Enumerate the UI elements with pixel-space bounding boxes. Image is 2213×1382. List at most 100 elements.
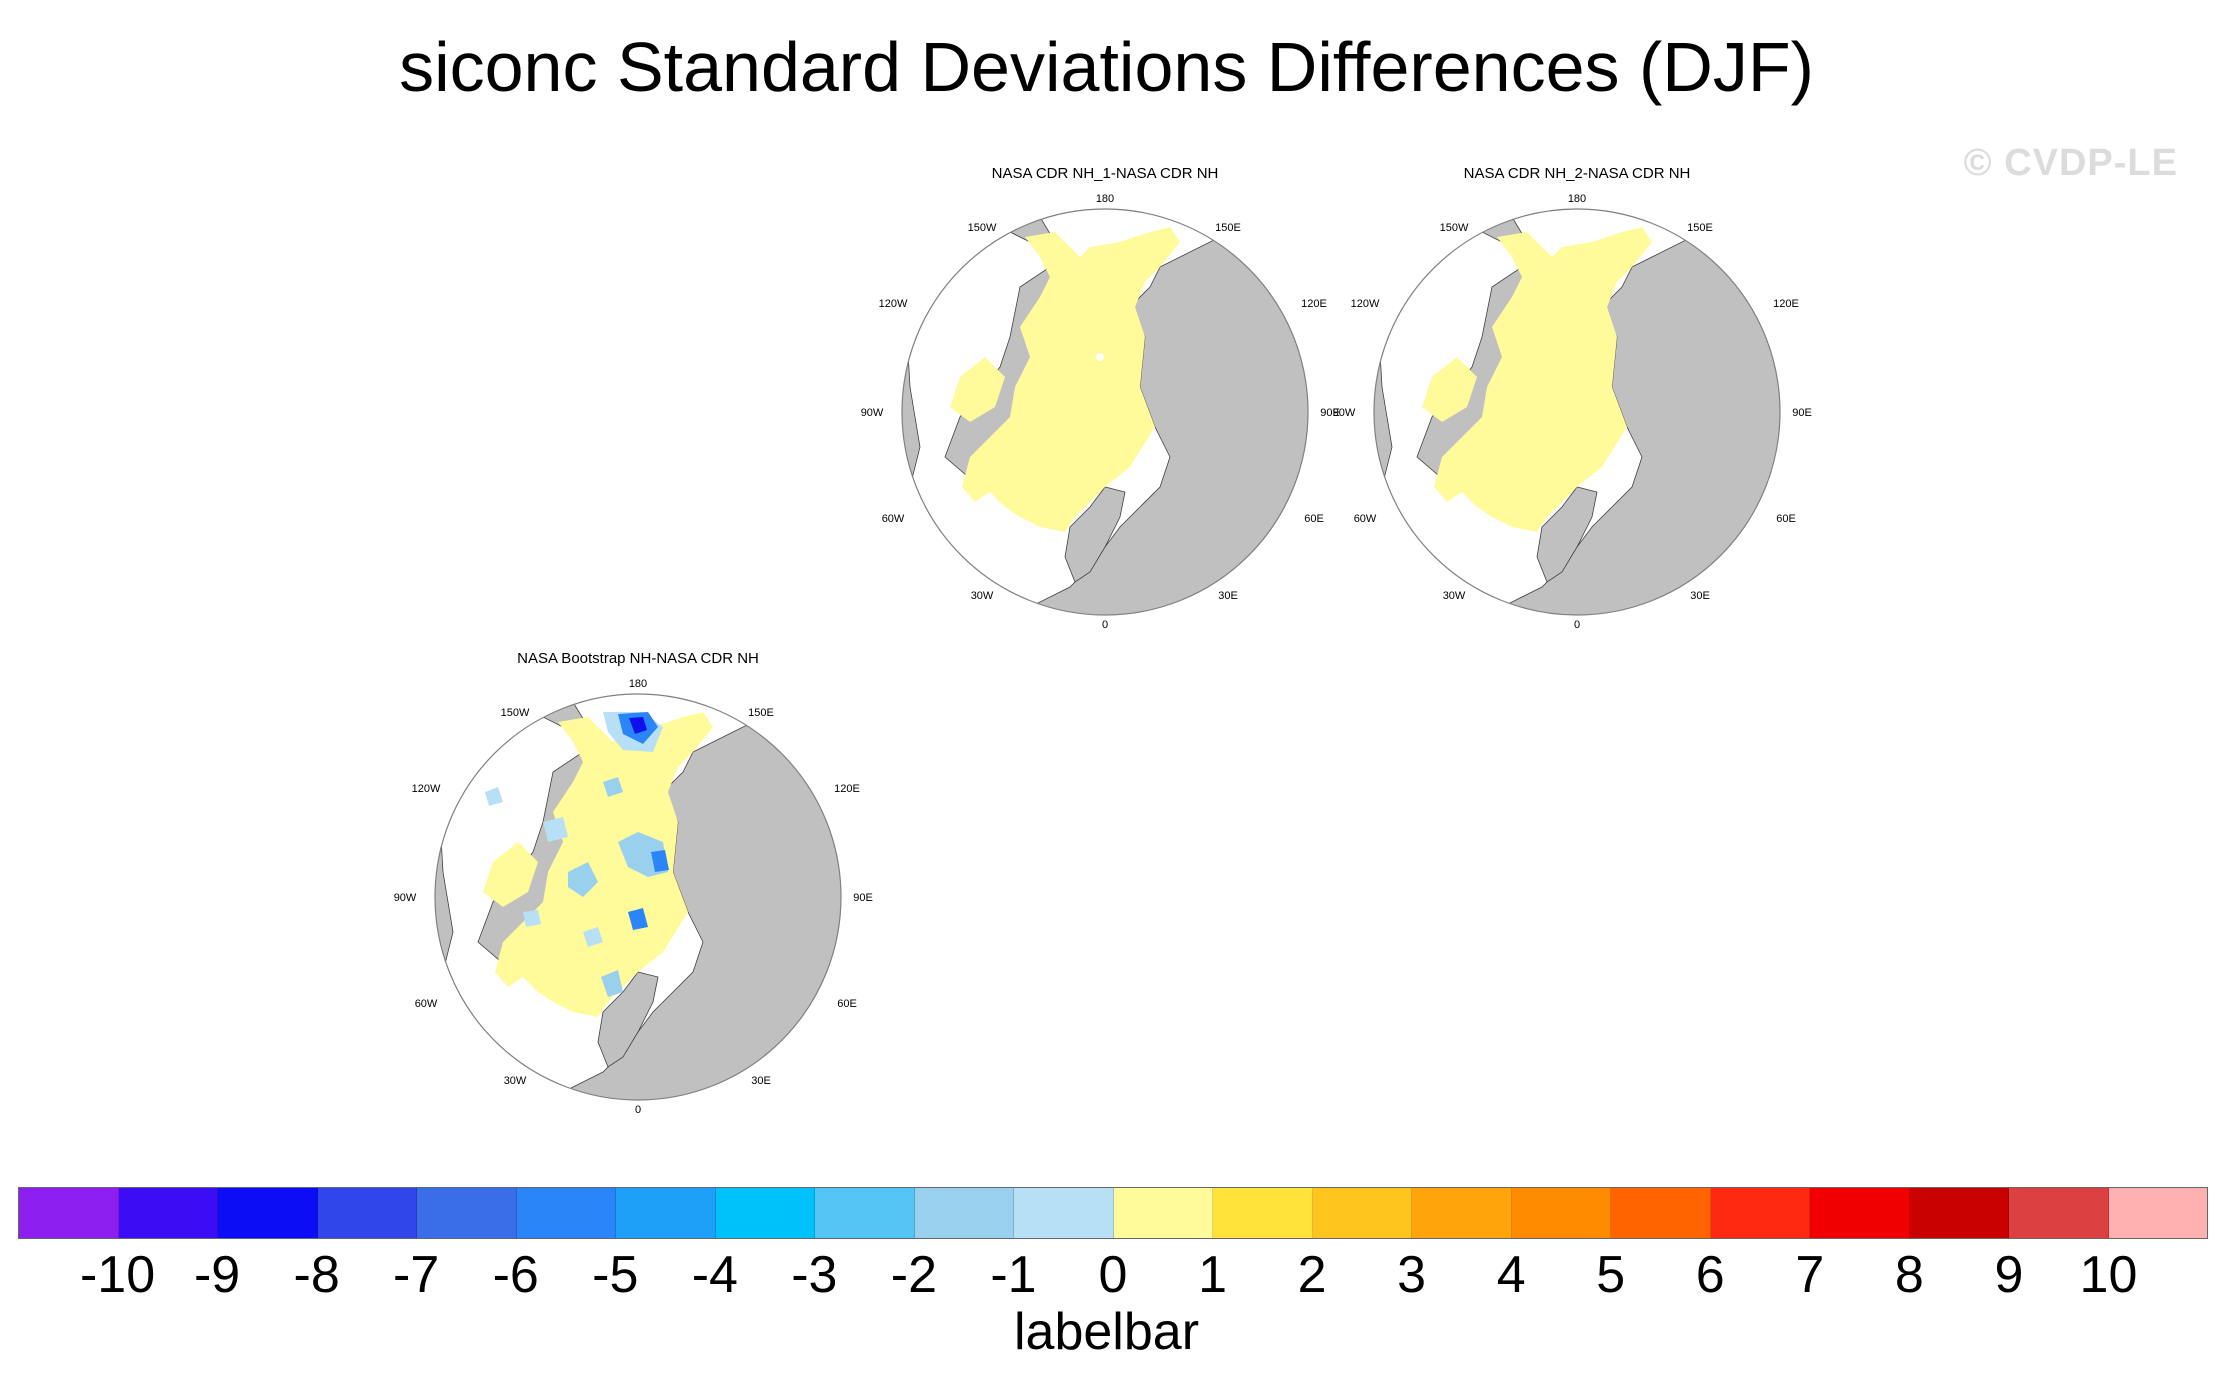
lon-label-120w: 120W	[879, 298, 908, 310]
lon-label-150e: 150E	[1215, 222, 1241, 234]
lon-label-90w: 90W	[1333, 407, 1356, 419]
labelbar-tick: 7	[1795, 1246, 1825, 1304]
labelbar-tick: 10	[2079, 1246, 2138, 1304]
labelbar-box-12	[1213, 1188, 1313, 1238]
labelbar-box-16	[1611, 1188, 1711, 1238]
lon-label-30w: 30W	[504, 1075, 527, 1087]
scandinavia-land	[1064, 486, 1126, 583]
lon-label-120w: 120W	[1351, 298, 1380, 310]
labelbar-tick: 8	[1894, 1246, 1924, 1304]
lon-label-150w: 150W	[1440, 222, 1469, 234]
map-panel-bootstrap: NASA Bootstrap NH-NASA CDR NH	[394, 650, 873, 1120]
labelbar-box-7	[715, 1188, 815, 1238]
lon-label-180: 180	[1096, 193, 1114, 205]
labelbar-tick: -8	[293, 1246, 340, 1304]
negative-anomaly-patches	[485, 712, 669, 997]
ice-in-hudson-bay	[950, 357, 1005, 422]
lon-label-0: 0	[635, 1104, 641, 1116]
lon-label-150e: 150E	[748, 707, 774, 719]
lon-label-90e: 90E	[1320, 407, 1340, 419]
labelbar-box-4	[417, 1188, 517, 1238]
labelbar-tick: -1	[990, 1246, 1037, 1304]
panel-title: NASA CDR NH_2-NASA CDR NH	[1463, 165, 1691, 182]
labelbar-box-18	[1810, 1188, 1910, 1238]
labelbar-tick: -7	[393, 1246, 440, 1304]
ice-in-hudson-bay	[483, 842, 538, 907]
lon-label-180: 180	[629, 678, 647, 690]
labelbar-box-11	[1113, 1188, 1213, 1238]
lon-label-180: 180	[1568, 193, 1586, 205]
scandinavia-land	[597, 971, 659, 1068]
polar-map: 180 150W 150E 120W 120E 90W 90E 60W 60E …	[394, 678, 873, 1116]
labelbar-box-3	[317, 1188, 417, 1238]
lon-label-120e: 120E	[834, 783, 860, 795]
polar-map: 180 150W 150E 120W 120E 90W 90E 60W 60E …	[1333, 193, 1812, 631]
labelbar-box-1	[118, 1188, 218, 1238]
labelbar-box-9	[914, 1188, 1014, 1238]
labelbar-tick: -3	[791, 1246, 838, 1304]
lon-label-90w: 90W	[861, 407, 884, 419]
lon-label-30e: 30E	[751, 1075, 771, 1087]
scandinavia-land	[1536, 486, 1598, 583]
polar-map: 180 150W 150E 120W 120E 90W 90E 60W 60E …	[861, 193, 1340, 631]
labelbar-box-19	[1909, 1188, 2009, 1238]
labelbar-tick: 9	[1994, 1246, 2024, 1304]
labelbar-tick: 1	[1198, 1246, 1227, 1304]
labelbar-box-10	[1014, 1188, 1114, 1238]
ice-in-hudson-bay	[1422, 357, 1477, 422]
labelbar-tick: -10	[79, 1246, 156, 1304]
labelbar-ticks: -10 -9 -8 -7 -6 -5 -4 -3 -2 -1 0 1 2 3 4 5 6 7 8 9 10	[18, 1245, 2208, 1305]
lon-label-30e: 30E	[1690, 590, 1710, 602]
lon-label-90w: 90W	[394, 892, 417, 904]
lon-label-30w: 30W	[1443, 590, 1466, 602]
lon-label-30e: 30E	[1218, 590, 1238, 602]
lon-label-90e: 90E	[1792, 407, 1812, 419]
lon-label-60e: 60E	[837, 998, 857, 1010]
labelbar-tick: 4	[1496, 1246, 1526, 1304]
lon-label-0: 0	[1574, 619, 1580, 631]
labelbar-tick: 3	[1397, 1246, 1427, 1304]
panel-title: NASA CDR NH_1-NASA CDR NH	[991, 165, 1219, 182]
ice-difference-field	[962, 227, 1180, 532]
labelbar-tick: -2	[890, 1246, 938, 1304]
lon-label-120w: 120W	[412, 783, 441, 795]
lon-label-150w: 150W	[501, 707, 530, 719]
labelbar-tick: -6	[492, 1246, 539, 1304]
labelbar-box-2	[218, 1188, 318, 1238]
labelbar-tick: 5	[1596, 1246, 1626, 1304]
lon-label-60e: 60E	[1776, 513, 1796, 525]
lon-label-150e: 150E	[1687, 222, 1713, 234]
lon-label-120e: 120E	[1773, 298, 1799, 310]
lon-label-60w: 60W	[882, 513, 905, 525]
ice-difference-field	[495, 712, 713, 1017]
labelbar-box-21	[2108, 1188, 2207, 1238]
ice-difference-field	[1434, 227, 1652, 532]
lon-label-150w: 150W	[968, 222, 997, 234]
labelbar-tick: 6	[1695, 1246, 1725, 1304]
figure-title: siconc Standard Deviations Differences (…	[399, 28, 1814, 106]
lon-label-120e: 120E	[1301, 298, 1327, 310]
labelbar-tick: -5	[592, 1246, 639, 1304]
map-panel-cdr1: NASA CDR NH_1-NASA CDR NH 180 150W 150E …	[861, 165, 1340, 635]
map-panel-cdr2: NASA CDR NH_2-NASA CDR NH 180 150W 150E …	[1333, 165, 1812, 635]
panel-title: NASA Bootstrap NH-NASA CDR NH	[517, 650, 759, 667]
lon-label-60w: 60W	[1354, 513, 1377, 525]
labelbar-tick: -4	[691, 1246, 738, 1304]
labelbar-box-5	[516, 1188, 616, 1238]
watermark: © CVDP-LE	[1963, 142, 2178, 184]
labelbar-tick: 0	[1098, 1246, 1128, 1304]
lon-label-60e: 60E	[1304, 513, 1324, 525]
labelbar-tick: -9	[193, 1246, 241, 1304]
lon-label-90e: 90E	[853, 892, 873, 904]
lon-label-30w: 30W	[971, 590, 994, 602]
lon-label-0: 0	[1102, 619, 1108, 631]
labelbar-box-14	[1412, 1188, 1512, 1238]
labelbar-box-6	[616, 1188, 716, 1238]
labelbar-box-8	[815, 1188, 915, 1238]
labelbar-box-13	[1312, 1188, 1412, 1238]
labelbar-title: labelbar	[1013, 1303, 1200, 1361]
color-labelbar	[18, 1187, 2208, 1239]
labelbar-box-17	[1710, 1188, 1810, 1238]
labelbar-tick: 2	[1297, 1246, 1327, 1304]
labelbar-box-20	[2009, 1188, 2109, 1238]
